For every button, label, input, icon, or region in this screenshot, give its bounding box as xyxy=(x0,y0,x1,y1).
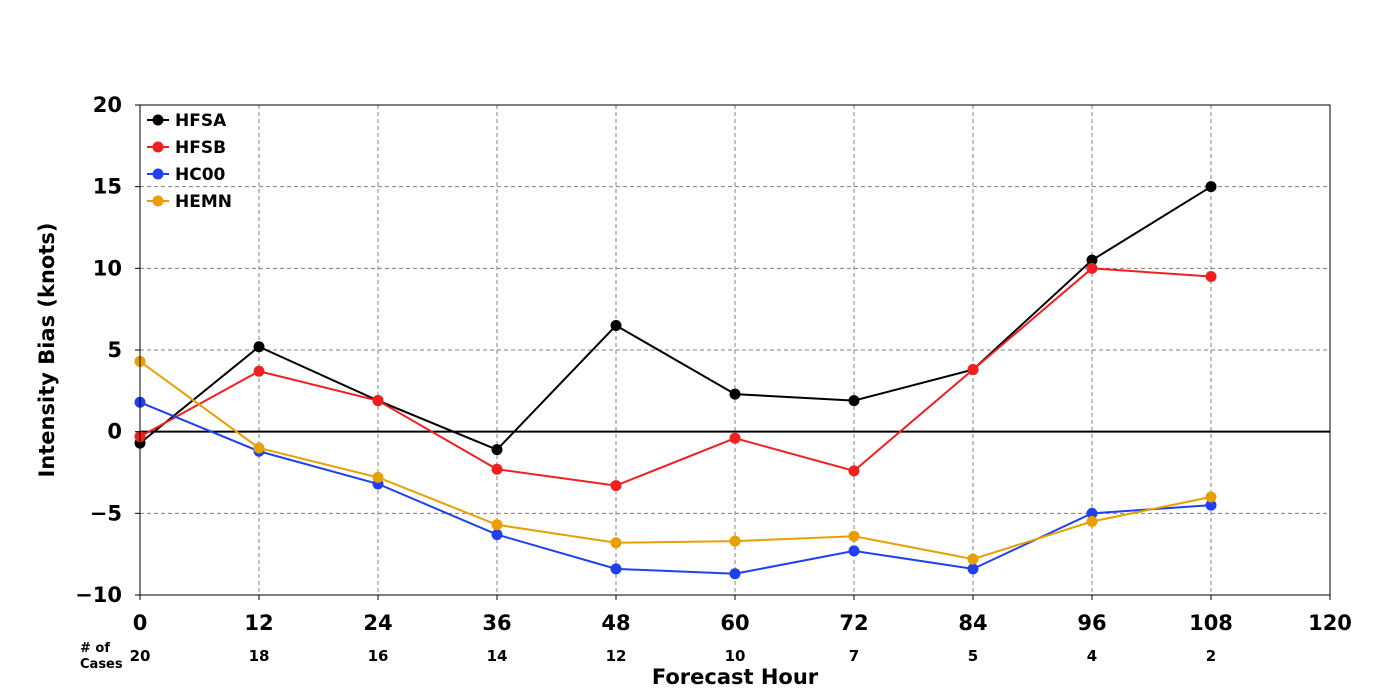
data-point-hfsa xyxy=(848,395,860,407)
data-point-hc00 xyxy=(848,545,860,557)
legend-label: HFSB xyxy=(175,138,226,158)
data-point-hfsa xyxy=(610,320,622,331)
x-tick-label: 24 xyxy=(363,611,392,635)
data-point-hc00 xyxy=(1086,507,1098,519)
data-point-hemn xyxy=(491,519,503,531)
cases-row-label: # of Cases xyxy=(80,641,123,672)
series-hemn xyxy=(134,355,1217,565)
series-hc00 xyxy=(134,396,1217,580)
cases-row: # of Cases 20 18 16 14 12 10 7 5 4 2 xyxy=(80,641,1216,672)
case-count: 16 xyxy=(368,647,389,665)
series-line-hfsb xyxy=(139,267,1212,487)
y-tick-label: 0 xyxy=(107,420,122,444)
y-axis-label: Intensity Bias (knots) xyxy=(35,223,59,478)
x-axis-label: Forecast Hour xyxy=(652,665,819,689)
y-tick-label: 10 xyxy=(93,256,122,280)
data-point-hfsa xyxy=(491,444,503,456)
legend-item-hc00: HC00 xyxy=(147,165,226,185)
data-point-hemn xyxy=(610,537,622,549)
case-count: 10 xyxy=(725,647,746,665)
series-line-hemn xyxy=(139,360,1212,561)
data-point-hc00 xyxy=(729,568,741,580)
x-tick-label: 60 xyxy=(720,611,749,635)
x-tick-label: 84 xyxy=(958,611,987,635)
case-count: 14 xyxy=(487,647,508,665)
case-count: 5 xyxy=(968,647,978,665)
x-axis-ticks: 0 12 24 36 48 60 72 84 96 108 120 xyxy=(133,595,1352,635)
cases-row-label-line: Cases xyxy=(80,657,123,672)
series-line-hc00 xyxy=(139,401,1212,575)
legend-item-hfsa: HFSA xyxy=(147,111,227,131)
legend-swatch-marker xyxy=(152,141,164,153)
series-layer xyxy=(134,181,1217,580)
x-tick-label: 108 xyxy=(1189,611,1233,635)
data-point-hemn xyxy=(848,530,860,542)
data-point-hfsb xyxy=(848,465,860,477)
data-point-hc00 xyxy=(610,563,622,575)
data-point-hfsb xyxy=(1086,262,1098,274)
legend-item-hemn: HEMN xyxy=(147,192,232,212)
legend-swatch-marker xyxy=(152,195,164,207)
case-count: 18 xyxy=(249,647,270,665)
y-tick-label: 20 xyxy=(93,93,122,117)
data-point-hfsb xyxy=(967,364,979,376)
y-axis-ticks: −10 −5 0 5 10 15 20 xyxy=(75,93,140,607)
case-count: 12 xyxy=(606,647,627,665)
legend-label: HFSA xyxy=(175,111,227,131)
series-line-hfsa xyxy=(139,185,1212,451)
x-tick-label: 72 xyxy=(839,611,868,635)
legend: HFSA HFSB HC00 HEMN xyxy=(147,111,232,212)
data-point-hfsb xyxy=(491,463,503,475)
data-point-hfsb xyxy=(729,432,741,444)
case-count: 2 xyxy=(1206,647,1216,665)
data-point-hfsa xyxy=(729,388,741,400)
x-tick-label: 12 xyxy=(244,611,273,635)
case-count: 20 xyxy=(130,647,151,665)
grid xyxy=(140,105,1330,595)
data-point-hemn xyxy=(729,535,741,547)
x-tick-label: 120 xyxy=(1308,611,1352,635)
y-tick-label: 15 xyxy=(93,175,122,199)
data-point-hc00 xyxy=(491,529,503,541)
data-point-hemn xyxy=(967,553,979,565)
case-count: 7 xyxy=(849,647,859,665)
x-tick-label: 36 xyxy=(482,611,511,635)
data-point-hc00 xyxy=(1205,499,1217,511)
data-point-hemn xyxy=(1205,491,1217,503)
y-tick-label: 5 xyxy=(107,338,122,362)
data-point-hfsb xyxy=(253,365,265,377)
data-point-hfsb xyxy=(372,395,384,407)
data-point-hfsa xyxy=(253,341,265,353)
data-point-hemn xyxy=(372,471,384,483)
x-tick-label: 0 xyxy=(133,611,148,635)
legend-label: HEMN xyxy=(175,192,232,212)
legend-swatch-marker xyxy=(152,114,164,126)
series-hfsa xyxy=(134,181,1217,456)
cases-row-label-line: # of xyxy=(80,641,110,656)
y-tick-label: −10 xyxy=(75,583,122,607)
x-tick-label: 96 xyxy=(1077,611,1106,635)
data-point-hfsa xyxy=(1086,254,1098,266)
legend-label: HC00 xyxy=(175,165,226,185)
data-point-hfsb xyxy=(1205,271,1217,282)
data-point-hc00 xyxy=(967,563,979,575)
legend-swatch-marker xyxy=(152,168,164,180)
data-point-hfsb xyxy=(610,480,622,492)
legend-item-hfsb: HFSB xyxy=(147,138,226,158)
data-point-hemn xyxy=(1086,516,1098,527)
y-tick-label: −5 xyxy=(90,501,122,525)
case-count: 4 xyxy=(1087,647,1097,665)
data-point-hfsa xyxy=(1205,181,1217,193)
data-point-hemn xyxy=(253,442,265,454)
x-tick-label: 48 xyxy=(601,611,630,635)
